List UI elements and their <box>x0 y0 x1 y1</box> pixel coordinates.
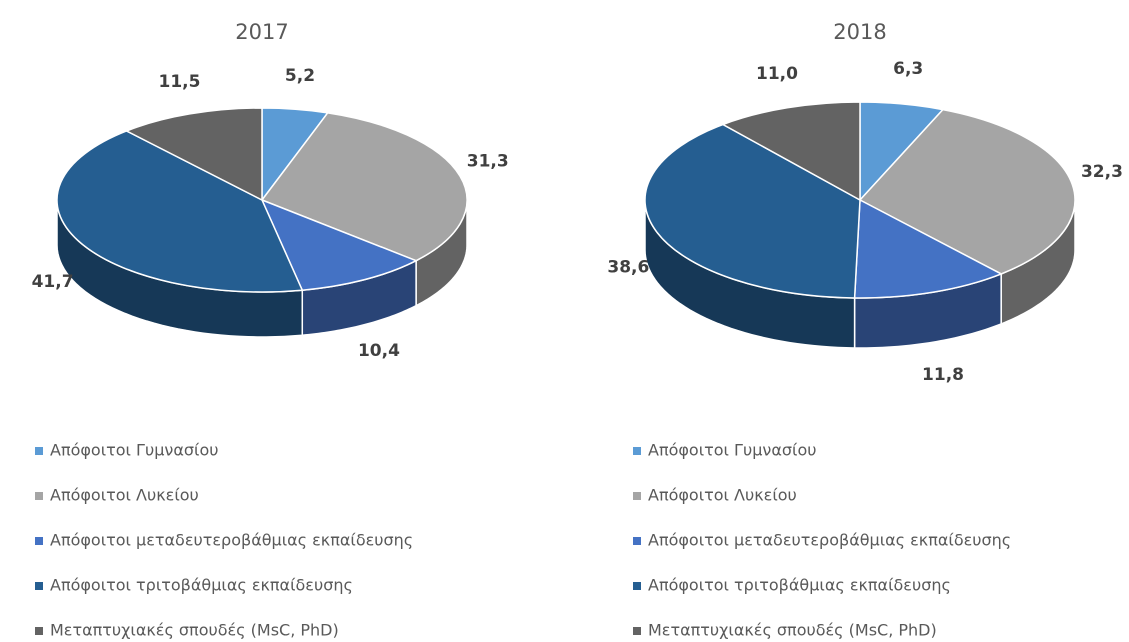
chart-title: 2018 <box>833 20 886 44</box>
data-label: 11,0 <box>756 64 798 84</box>
data-label: 41,7 <box>32 272 74 292</box>
legend-label: Απόφοιτοι τριτοβάθμιας εκπαίδευσης <box>648 576 951 595</box>
legend-label: Απόφοιτοι μεταδευτεροβάθμιας εκπαίδευσης <box>50 531 413 550</box>
slice <box>644 123 861 299</box>
data-label: 11,5 <box>158 72 200 92</box>
legend-label: Απόφοιτοι μεταδευτεροβάθμιας εκπαίδευσης <box>648 531 1011 550</box>
legend-label: Μεταπτυχιακές σπουδές (MsC, PhD) <box>648 621 937 640</box>
legend-label: Απόφοιτοι Λυκείου <box>648 486 797 505</box>
legend-swatch <box>633 537 641 545</box>
slice <box>124 107 263 202</box>
slice <box>858 108 1076 275</box>
slice <box>56 130 304 293</box>
data-label: 11,8 <box>922 365 964 385</box>
data-label: 10,4 <box>358 341 400 361</box>
slice <box>721 101 861 202</box>
legend-swatch <box>633 627 641 635</box>
chart-title: 2017 <box>235 20 288 44</box>
legend-label: Απόφοιτοι τριτοβάθμιας εκπαίδευσης <box>50 576 353 595</box>
legend-label: Απόφοιτοι Λυκείου <box>50 486 199 505</box>
legend-swatch <box>633 447 641 455</box>
data-label: 31,3 <box>467 151 509 171</box>
legend-swatch <box>633 582 641 590</box>
data-label: 6,3 <box>893 59 923 79</box>
slice <box>260 112 468 262</box>
legend-swatch <box>35 492 43 500</box>
data-label: 5,2 <box>285 66 315 86</box>
slice <box>260 198 418 292</box>
legend-label: Μεταπτυχιακές σπουδές (MsC, PhD) <box>50 621 339 640</box>
legend-label: Απόφοιτοι Γυμνασίου <box>50 441 218 460</box>
data-label: 38,6 <box>607 257 649 277</box>
legend-swatch <box>633 492 641 500</box>
legend-swatch <box>35 447 43 455</box>
legend-swatch <box>35 582 43 590</box>
data-label: 32,3 <box>1081 162 1123 182</box>
legend-label: Απόφοιτοι Γυμνασίου <box>648 441 816 460</box>
legend-swatch <box>35 537 43 545</box>
legend-swatch <box>35 627 43 635</box>
slice <box>853 198 1003 299</box>
